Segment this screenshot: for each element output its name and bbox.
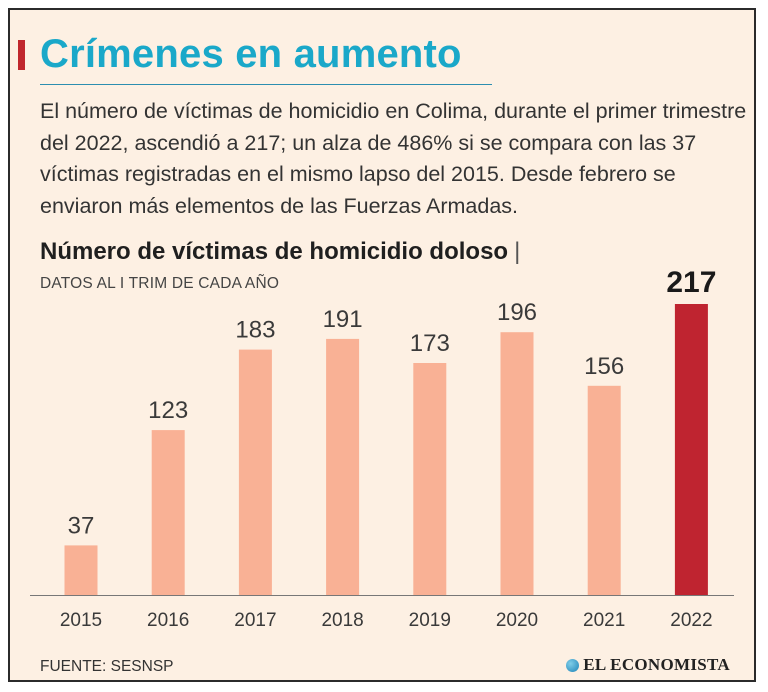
title-accent-bar	[18, 40, 25, 70]
x-tick-label-2020: 2020	[496, 610, 538, 631]
bar-2022	[674, 304, 708, 595]
brand-name: EL ECONOMISTA	[583, 655, 730, 674]
data-label-2019: 173	[410, 330, 450, 357]
brand-logo: EL ECONOMISTA	[566, 655, 730, 675]
chart-subtitle: DATOS AL I TRIM DE CADA AÑO	[40, 275, 280, 292]
data-label-2021: 156	[584, 353, 624, 380]
bar-2016	[151, 430, 185, 595]
bar-chart: 37 2015 123 2016 183 2017 191 2018 173 2019 196 202…	[30, 266, 734, 631]
bar-2018	[326, 338, 360, 595]
data-label-2015: 37	[68, 512, 95, 539]
bar-2015	[64, 545, 98, 595]
intro-paragraph: El número de víctimas de homicidio en Co…	[40, 99, 747, 218]
x-tick-label-2021: 2021	[583, 610, 625, 631]
bar-2017	[238, 349, 272, 595]
x-tick-label-2018: 2018	[321, 610, 363, 631]
chart-title-separator: |	[514, 238, 521, 265]
x-tick-label-2022: 2022	[670, 610, 712, 631]
page-title: Crímenes en aumento	[40, 32, 462, 76]
bar-2021	[587, 385, 621, 595]
title-underline	[40, 84, 492, 85]
source-note: FUENTE: SESNSP	[40, 658, 174, 675]
bar-2020	[500, 332, 534, 595]
globe-icon	[566, 658, 580, 672]
infographic-frame: Crímenes en aumento El número de víctima…	[8, 8, 756, 682]
x-tick-label-2019: 2019	[409, 610, 451, 631]
data-label-2020: 196	[497, 299, 537, 326]
data-label-2017: 183	[235, 317, 275, 344]
x-tick-label-2017: 2017	[234, 610, 276, 631]
x-tick-label-2016: 2016	[147, 610, 189, 631]
data-label-2016: 123	[148, 397, 188, 424]
bar-2019	[413, 363, 447, 595]
data-label-2018: 191	[323, 306, 363, 333]
data-label-2022: 217	[666, 266, 716, 299]
x-tick-label-2015: 2015	[60, 610, 102, 631]
chart-title: Número de víctimas de homicidio doloso |	[40, 238, 520, 266]
chart-title-text: Número de víctimas de homicidio doloso	[40, 238, 509, 265]
